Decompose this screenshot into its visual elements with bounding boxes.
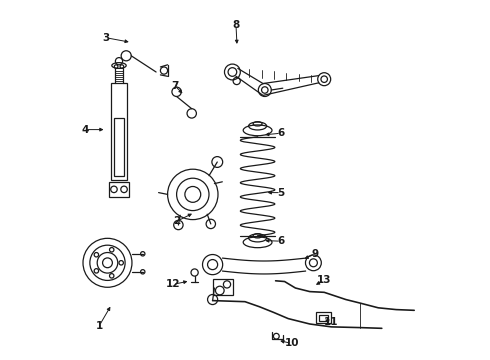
- Text: 1: 1: [96, 321, 103, 331]
- Text: 13: 13: [317, 275, 331, 285]
- Text: 5: 5: [277, 188, 285, 198]
- Text: 6: 6: [277, 236, 285, 246]
- Bar: [114, 118, 123, 176]
- Bar: [111, 83, 127, 180]
- Bar: [213, 279, 233, 295]
- Bar: [319, 315, 328, 321]
- Bar: [109, 182, 129, 197]
- Bar: [316, 312, 331, 323]
- Text: 11: 11: [324, 317, 339, 327]
- Text: 3: 3: [103, 33, 110, 43]
- Text: 10: 10: [285, 338, 299, 348]
- Text: 6: 6: [277, 128, 285, 138]
- Text: 9: 9: [312, 249, 319, 259]
- Text: 2: 2: [173, 216, 180, 226]
- Text: 12: 12: [166, 279, 180, 289]
- Text: 7: 7: [171, 81, 178, 91]
- Text: 4: 4: [81, 125, 89, 135]
- Text: 8: 8: [232, 20, 240, 30]
